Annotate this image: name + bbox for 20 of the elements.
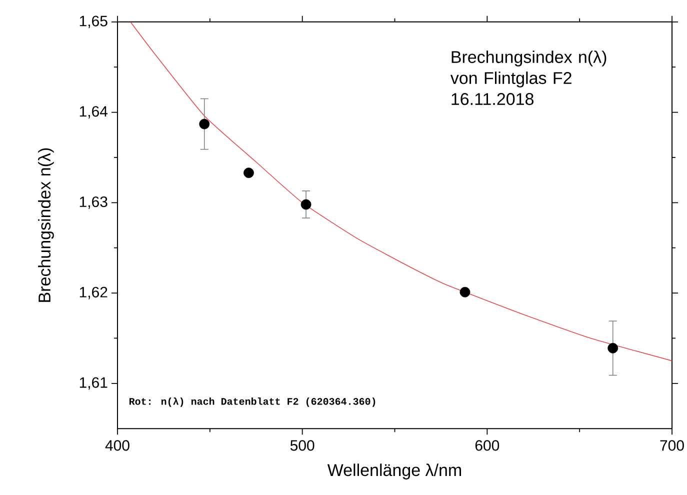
y-tick-label: 1,63 (80, 196, 108, 209)
text: Brechungsindex n(λ) von Flintglas F2 (450, 50, 606, 88)
y-axis-title: Brechungsindex n(λ) (38, 148, 54, 302)
x-axis-title: Wellenlänge λ/nm (327, 464, 462, 480)
text: 16.11.2018 (452, 93, 534, 106)
y-tick-label: 1,62 (80, 286, 108, 300)
point (300, 199, 312, 210)
point (460, 286, 470, 298)
x-tick-label: 700 (660, 440, 684, 451)
point (199, 118, 210, 130)
line-series (130, 22, 672, 362)
x-tick-label: 500 (290, 440, 314, 451)
annotation: Rot: n(λ) nach Datenblatt F2 (620364.360) (129, 398, 376, 407)
x-tick-label: 600 (475, 440, 500, 451)
point (244, 168, 254, 178)
y-tick-label: 1,64 (80, 106, 108, 118)
point (608, 342, 618, 354)
x-tick-label: 400 (105, 440, 130, 451)
y-tick-label: 1,61 (80, 377, 108, 390)
y-tick-label: 1,65 (80, 16, 108, 28)
